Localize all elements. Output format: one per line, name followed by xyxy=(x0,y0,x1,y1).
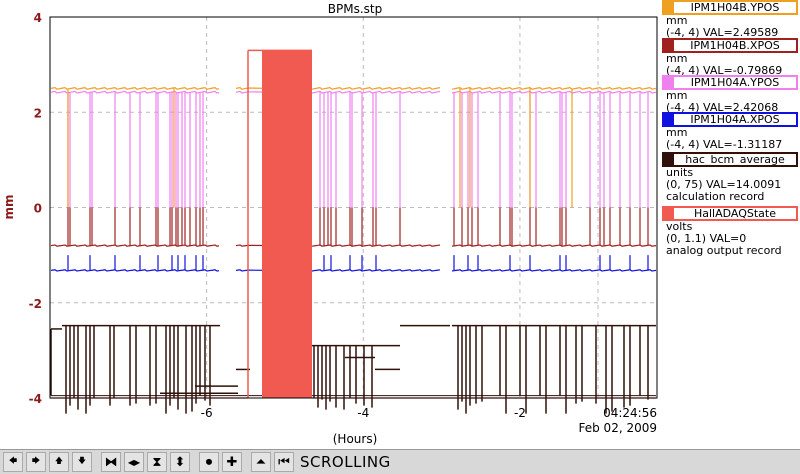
legend-series-name[interactable]: IPM1H04B.YPOS xyxy=(662,0,798,15)
end-time: 04:24:56 xyxy=(603,406,657,420)
x-tick-label: -6 xyxy=(201,406,213,420)
trace-halladaqstate-block xyxy=(262,50,312,399)
trace-ipm1h04a-xpos xyxy=(451,269,657,272)
chart-title: BPMs.stp xyxy=(328,2,382,16)
x-tick-label: -2 xyxy=(514,406,526,420)
legend-unit: mm xyxy=(666,89,688,102)
arrow-left-icon: 🡄 xyxy=(8,456,18,465)
mode-label: SCROLLING xyxy=(300,453,391,471)
legend-series-name[interactable]: IPM1H04B.XPOS xyxy=(662,38,798,53)
scroll-right-button[interactable]: 🡆 xyxy=(26,452,46,472)
scroll-down-button[interactable]: 🡇 xyxy=(72,452,92,472)
add-button[interactable]: ✚ xyxy=(222,452,242,472)
x-axis-label: (Hours) xyxy=(333,432,378,446)
record-icon: ⏺ xyxy=(205,454,213,470)
legend-range-value: (-4, 4) VAL=2.49589 xyxy=(666,26,779,39)
zoom-out-time-button[interactable]: ◀▶ xyxy=(124,452,144,472)
trace-ipm1h04a-xpos xyxy=(235,269,441,272)
back-button[interactable]: ⏮ xyxy=(274,452,294,472)
trace-ipm1h04b-ypos xyxy=(451,86,657,90)
legend-series-name[interactable]: IPM1H04A.XPOS xyxy=(662,112,798,127)
trace-ipm1h04a-ypos xyxy=(50,90,220,94)
end-date: Feb 02, 2009 xyxy=(579,421,658,435)
legend-unit: volts xyxy=(666,220,693,233)
zoom-out-horizontal-icon: ◀▶ xyxy=(127,457,141,467)
trace-ipm1h04b-xpos xyxy=(235,244,441,247)
zoom-out-value-button[interactable]: ⬍ xyxy=(170,452,190,472)
y-axis: 4 2 0 -2 -4 xyxy=(29,11,42,406)
trace-ipm1h04b-xpos xyxy=(451,244,657,247)
legend-item[interactable]: HallADAQState volts (0, 1.1) VAL=0 analog o… xyxy=(662,206,800,257)
trace-ipm1h04a-ypos xyxy=(451,90,657,94)
legend-item[interactable]: hac_bcm_average units (0, 75) VAL=14.0091 c… xyxy=(662,152,800,203)
x-axis: -6 -4 -2 xyxy=(201,406,526,420)
legend-series-name[interactable]: HallADAQState xyxy=(662,206,798,221)
legend-item[interactable]: IPM1H04B.YPOS mm (-4, 4) VAL=2.49589 xyxy=(662,0,800,39)
y-tick-label: -4 xyxy=(29,392,42,406)
legend-range-value: (-4, 4) VAL=-0.79869 xyxy=(666,64,783,77)
scroll-up-button[interactable]: 🡅 xyxy=(49,452,69,472)
y-tick-label: 2 xyxy=(34,106,42,120)
zoom-in-horizontal-icon: ⧓ xyxy=(104,454,118,470)
legend-range-value: (0, 75) VAL=14.0091 xyxy=(666,178,782,191)
trace-ipm1h04b-ypos xyxy=(50,86,220,90)
legend-item[interactable]: IPM1H04A.YPOS mm (-4, 4) VAL=2.42068 xyxy=(662,75,800,114)
y-axis-label: mm xyxy=(2,194,16,219)
back-to-start-icon: ⏮ xyxy=(278,454,290,470)
toolbar: 🡄 🡆 🡅 🡇 ⧓ ◀▶ ⧗ ⬍ ⏺ ✚ ⏶ ⏮ SCROLLING xyxy=(0,449,800,474)
arrow-up-icon: 🡅 xyxy=(54,456,64,465)
zoom-in-vertical-icon: ⧗ xyxy=(152,454,162,470)
zoom-out-vertical-icon: ⬍ xyxy=(174,454,186,470)
legend-series-name[interactable]: hac_bcm_average xyxy=(662,152,798,167)
legend-unit: mm xyxy=(666,52,688,65)
chart-traces xyxy=(50,49,657,414)
zoom-in-value-button[interactable]: ⧗ xyxy=(147,452,167,472)
legend-unit: units xyxy=(666,166,694,179)
trace-ipm1h04a-xpos xyxy=(50,269,220,272)
y-tick-label: 0 xyxy=(34,202,42,216)
trace-ipm1h04a-ypos xyxy=(235,90,441,94)
zoom-in-time-button[interactable]: ⧓ xyxy=(101,452,121,472)
plot-frame xyxy=(49,16,658,399)
legend-range-value: (-4, 4) VAL=-1.31187 xyxy=(666,138,783,151)
legend-range-value: (-4, 4) VAL=2.42068 xyxy=(666,101,779,114)
legend-item[interactable]: IPM1H04A.XPOS mm (-4, 4) VAL=-1.31187 xyxy=(662,112,800,151)
autoscale-button[interactable]: ⏶ xyxy=(251,452,271,472)
chart-grid xyxy=(50,17,657,398)
trace-ipm1h04b-ypos xyxy=(235,86,441,90)
legend-record-type: calculation record xyxy=(666,190,765,203)
crosshair-icon: ✚ xyxy=(226,454,238,470)
y-tick-label: 4 xyxy=(34,11,42,25)
arrow-right-icon: 🡆 xyxy=(31,456,41,465)
stop-button[interactable]: ⏺ xyxy=(199,452,219,472)
legend-range-value: (0, 1.1) VAL=0 xyxy=(666,232,747,245)
legend-series-name[interactable]: IPM1H04A.YPOS xyxy=(662,75,798,90)
y-tick-label: -2 xyxy=(29,297,42,311)
legend-unit: mm xyxy=(666,126,688,139)
arrow-down-icon: 🡇 xyxy=(77,456,87,465)
scroll-left-button[interactable]: 🡄 xyxy=(3,452,23,472)
legend-unit: mm xyxy=(666,14,688,27)
autoscale-icon: ⏶ xyxy=(255,454,267,470)
x-tick-label: -4 xyxy=(357,406,369,420)
legend-record-type: analog output record xyxy=(666,244,782,257)
trace-ipm1h04b-xpos xyxy=(50,244,220,247)
legend-item[interactable]: IPM1H04B.XPOS mm (-4, 4) VAL=-0.79869 xyxy=(662,38,800,77)
